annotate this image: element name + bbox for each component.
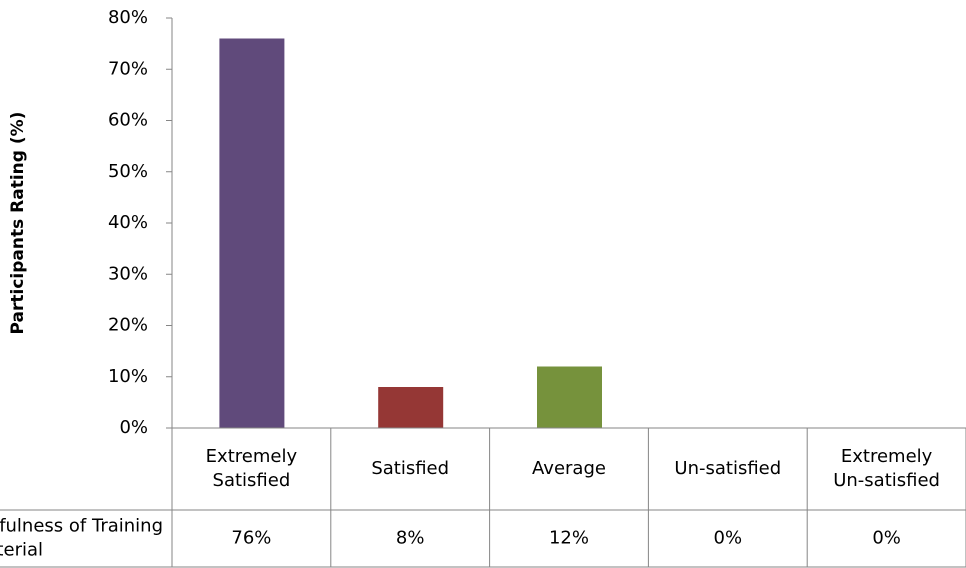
y-tick-label: 40% bbox=[108, 212, 148, 233]
data-table-row-label: Usefulness of TrainingMaterial bbox=[0, 516, 163, 561]
data-table-value: 8% bbox=[396, 528, 425, 549]
y-tick-label: 20% bbox=[108, 315, 148, 336]
y-tick-label: 80% bbox=[108, 7, 148, 28]
bar bbox=[219, 38, 285, 428]
y-tick-label: 60% bbox=[108, 110, 148, 131]
x-tick-label: Extremely Un-satisfied bbox=[833, 446, 940, 491]
x-tick-label: Un-satisfied bbox=[674, 458, 781, 479]
data-table-value: 0% bbox=[872, 528, 901, 549]
y-tick-label: 50% bbox=[108, 161, 148, 182]
x-tick-label: Satisfied bbox=[371, 458, 449, 479]
y-tick-label: 70% bbox=[108, 58, 148, 79]
x-tick-label: Extremely Satisfied bbox=[206, 446, 298, 491]
bar bbox=[378, 387, 444, 428]
x-tick-label: Average bbox=[532, 458, 606, 479]
y-tick-label: 10% bbox=[108, 366, 148, 387]
y-axis-label: Participants Rating (%) bbox=[8, 112, 28, 335]
data-table-value: 12% bbox=[549, 528, 589, 549]
y-tick-label: 30% bbox=[108, 263, 148, 284]
y-tick-label: 0% bbox=[119, 417, 148, 438]
bar bbox=[537, 366, 602, 428]
data-table-value: 76% bbox=[231, 528, 271, 549]
data-table-value: 0% bbox=[714, 528, 743, 549]
